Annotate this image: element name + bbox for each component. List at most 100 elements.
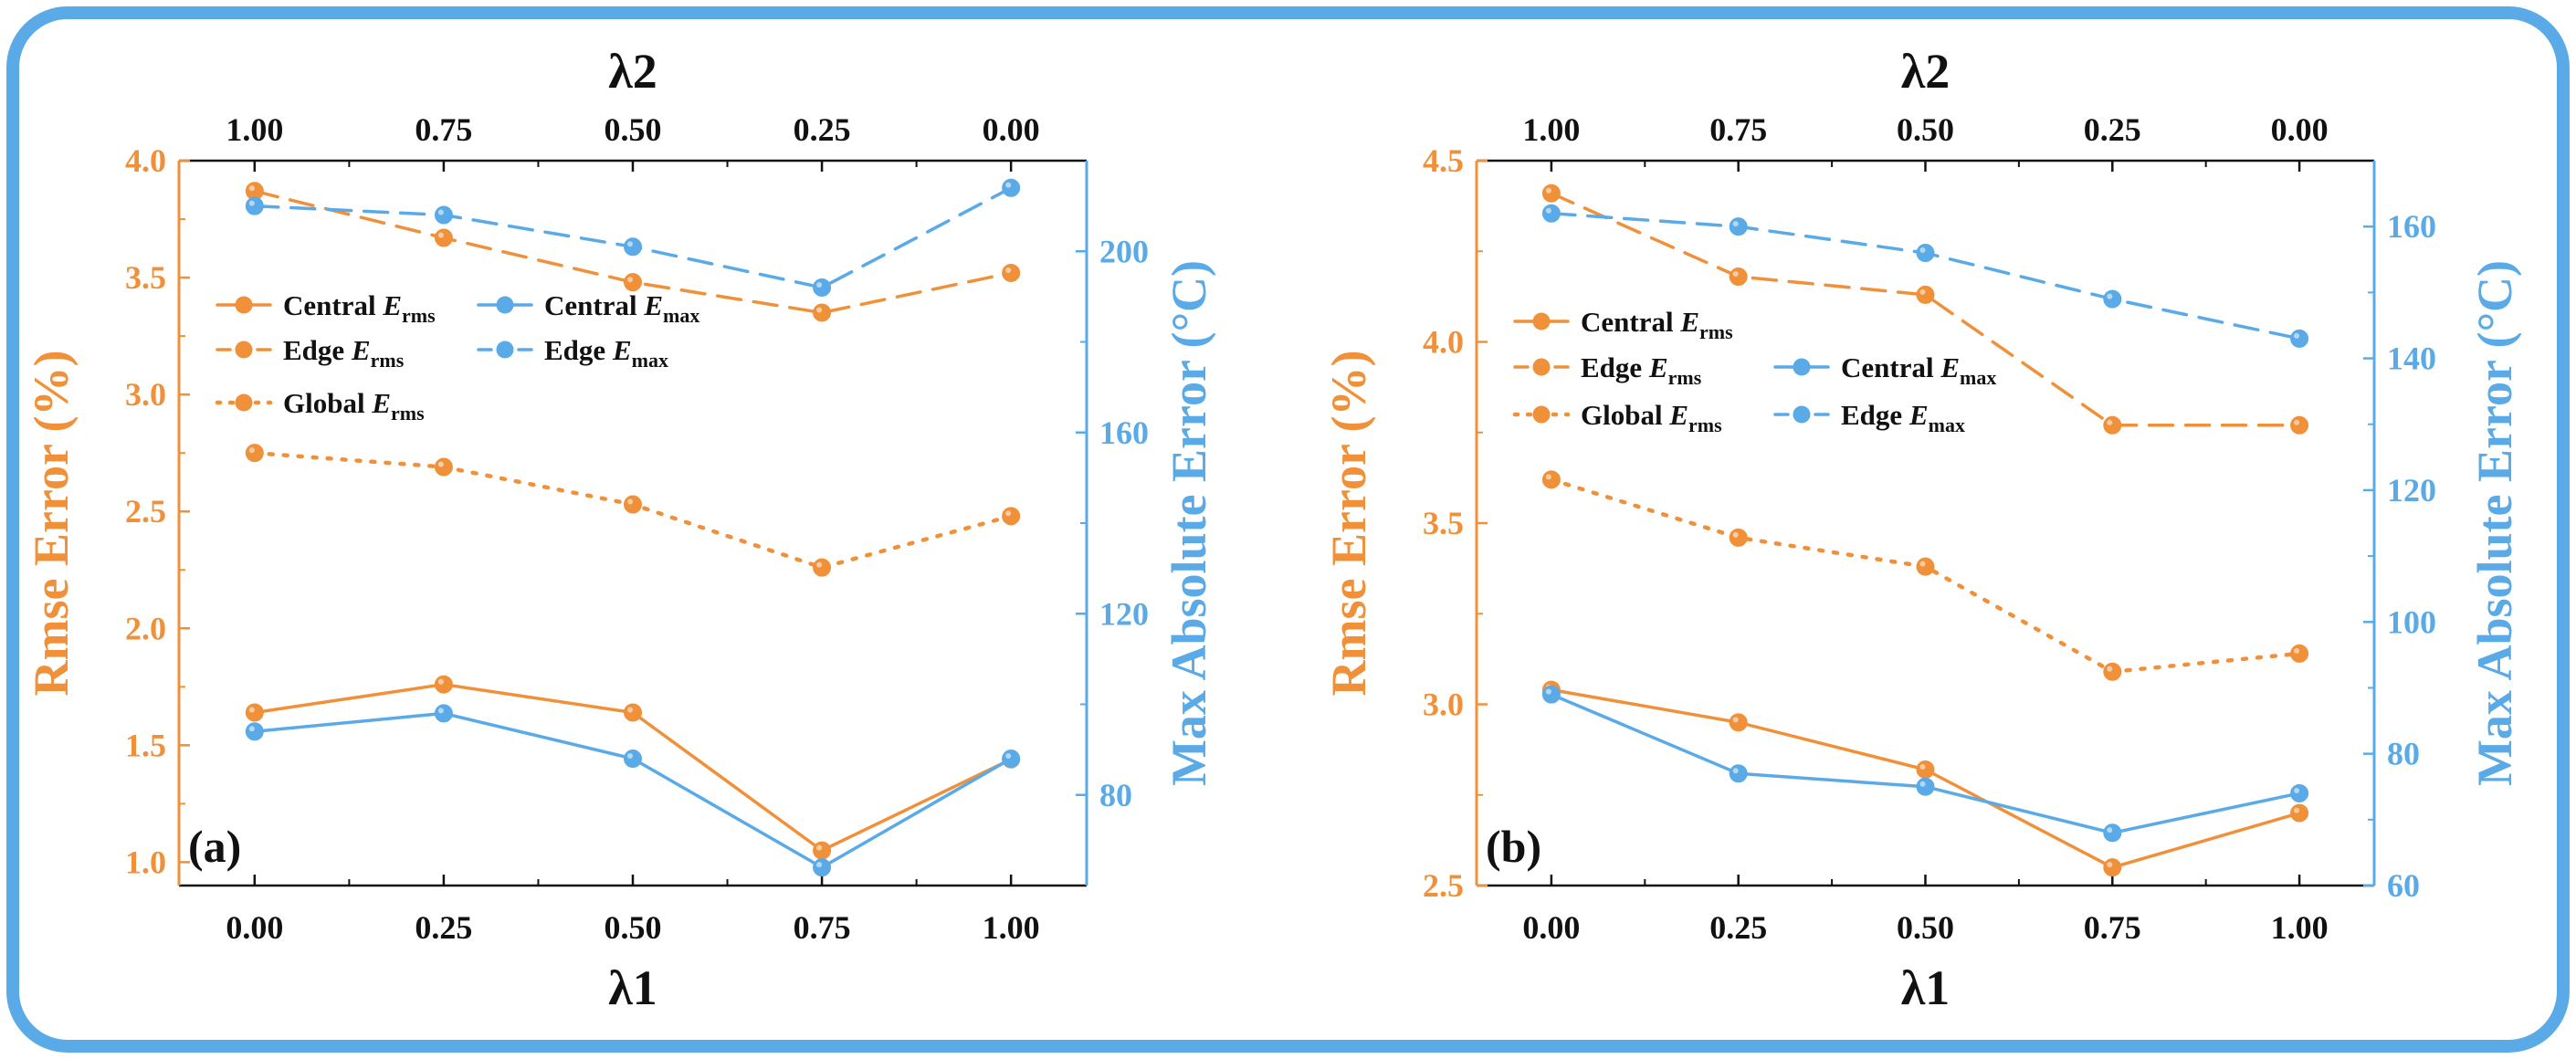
x-axis-label: λ1 bbox=[608, 960, 657, 1015]
data-point-highlight bbox=[1545, 474, 1551, 480]
legend-label-symbol: E bbox=[612, 334, 632, 366]
legend-marker bbox=[1793, 358, 1811, 376]
data-point bbox=[245, 703, 264, 722]
data-point bbox=[624, 237, 642, 257]
data-point bbox=[813, 278, 832, 297]
data-point-highlight bbox=[1545, 207, 1551, 214]
x-tick-label: 1.00 bbox=[2271, 909, 2329, 946]
data-point-highlight bbox=[2294, 787, 2300, 793]
legend-label-main: Central bbox=[544, 289, 644, 321]
y-right-tick-label: 160 bbox=[1099, 414, 1149, 451]
legend-label-subscript: rms bbox=[1688, 414, 1722, 436]
data-point-highlight bbox=[1545, 187, 1551, 194]
data-point bbox=[1729, 267, 1748, 287]
outer-frame bbox=[6, 6, 2570, 1053]
legend-label-subscript: rms bbox=[1699, 320, 1733, 343]
y-right-tick-label: 80 bbox=[2387, 736, 2420, 772]
x-top-tick-label: 1.00 bbox=[1522, 111, 1580, 148]
x-top-tick-label: 0.00 bbox=[983, 111, 1040, 148]
data-point-highlight bbox=[2107, 666, 2113, 672]
data-point-highlight bbox=[816, 561, 823, 568]
legend-label-main: Edge bbox=[283, 334, 352, 366]
data-point-highlight bbox=[1732, 531, 1739, 538]
y-left-tick-label: 3.5 bbox=[1423, 505, 1464, 541]
y-left-tick-label: 3.5 bbox=[125, 259, 166, 296]
data-point bbox=[813, 558, 832, 577]
legend-label-main: Global bbox=[1581, 399, 1669, 431]
x-top-tick-label: 0.25 bbox=[2084, 111, 2141, 148]
legend-label-main: Central bbox=[283, 289, 383, 321]
legend-marker bbox=[496, 296, 514, 314]
data-point-highlight bbox=[2294, 807, 2300, 813]
y-right-tick-label: 160 bbox=[2387, 208, 2436, 245]
y-left-tick-label: 3.0 bbox=[1423, 687, 1464, 723]
data-point-highlight bbox=[437, 461, 444, 467]
data-point bbox=[1002, 263, 1021, 282]
panel-a: 0.00 1.00 0.25 0.75 0.50 0.50 0.75 0.25 1.00 0.00… bbox=[24, 44, 1216, 1015]
data-point-highlight bbox=[1005, 510, 1012, 517]
y-left-tick-label: 2.5 bbox=[125, 493, 166, 530]
legend-label: Global Erms bbox=[1581, 399, 1722, 436]
data-point-highlight bbox=[437, 678, 444, 685]
data-point-highlight bbox=[627, 753, 633, 760]
data-point-highlight bbox=[248, 200, 255, 206]
data-point bbox=[1916, 760, 1935, 779]
legend-label-subscript: rms bbox=[1668, 366, 1702, 389]
data-point bbox=[1729, 713, 1748, 732]
x-top-axis-label: λ2 bbox=[1901, 44, 1950, 99]
data-point-highlight bbox=[1732, 717, 1739, 723]
data-point bbox=[1541, 183, 1561, 203]
y-right-tick-label: 60 bbox=[2387, 867, 2420, 904]
x-tick-label: 0.25 bbox=[415, 909, 472, 946]
data-point-highlight bbox=[627, 707, 633, 713]
y-left-tick-label: 1.5 bbox=[125, 727, 166, 763]
data-point bbox=[2290, 803, 2309, 823]
data-point-highlight bbox=[1919, 561, 1926, 567]
legend-marker bbox=[235, 296, 253, 314]
legend-label: Edge Emax bbox=[1841, 399, 1965, 436]
y-left-tick-label: 2.0 bbox=[125, 610, 166, 646]
data-point bbox=[624, 750, 642, 769]
data-point bbox=[1541, 470, 1561, 489]
legend-label: Edge Erms bbox=[283, 334, 405, 372]
legend-label-symbol: E bbox=[1648, 351, 1668, 383]
legend-label: Edge Emax bbox=[544, 334, 668, 372]
x-top-tick-label: 0.25 bbox=[794, 111, 851, 148]
x-tick-label: 0.50 bbox=[1897, 909, 1954, 946]
data-point bbox=[2103, 823, 2122, 843]
data-point-highlight bbox=[1005, 267, 1012, 273]
data-point-highlight bbox=[248, 185, 255, 192]
panel-label: (a) bbox=[188, 821, 241, 872]
legend-label: Central Erms bbox=[283, 289, 436, 327]
y-left-tick-label: 4.0 bbox=[125, 142, 166, 179]
legend-marker bbox=[1793, 405, 1811, 424]
data-point-highlight bbox=[1545, 688, 1551, 695]
legend-label: Central Erms bbox=[1581, 306, 1733, 343]
data-point-highlight bbox=[1005, 753, 1012, 760]
data-point-highlight bbox=[627, 498, 633, 505]
data-point-highlight bbox=[2294, 419, 2300, 425]
data-point-highlight bbox=[248, 707, 255, 713]
x-top-tick-label: 0.75 bbox=[1709, 111, 1767, 148]
data-point-highlight bbox=[1732, 221, 1739, 227]
data-point-highlight bbox=[1005, 182, 1012, 188]
series-line-central-e-max bbox=[253, 711, 1013, 869]
data-point bbox=[2290, 329, 2309, 348]
x-tick-label: 0.75 bbox=[2084, 909, 2141, 946]
legend-marker bbox=[1532, 312, 1551, 330]
data-point bbox=[2103, 289, 2122, 309]
data-point-highlight bbox=[816, 862, 823, 868]
data-point bbox=[245, 722, 264, 741]
y-right-tick-label: 200 bbox=[1099, 233, 1149, 269]
legend-label-symbol: E bbox=[351, 334, 371, 366]
legend-marker bbox=[235, 341, 253, 359]
data-point bbox=[1729, 764, 1748, 783]
legend-label: Central Emax bbox=[544, 289, 699, 327]
y-left-tick-label: 3.0 bbox=[125, 376, 166, 413]
legend-marker bbox=[1532, 358, 1551, 376]
y-left-tick-label: 1.0 bbox=[125, 844, 166, 880]
y-right-tick-label: 80 bbox=[1099, 777, 1132, 813]
panel-label: (b) bbox=[1486, 821, 1541, 872]
legend-label-subscript: max bbox=[1929, 414, 1965, 436]
